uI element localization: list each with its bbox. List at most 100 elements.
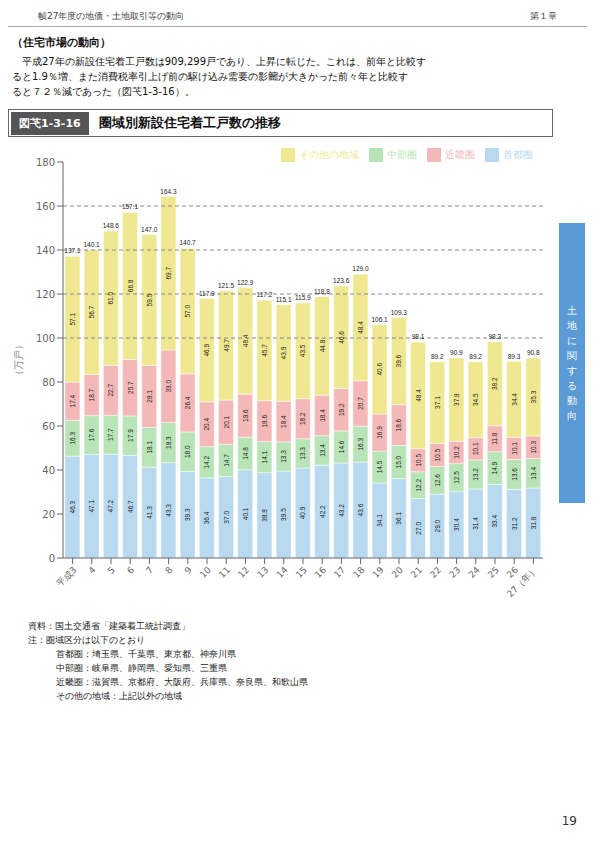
svg-text:66.8: 66.8 (127, 279, 134, 292)
svg-text:115.9: 115.9 (295, 294, 311, 301)
svg-text:40: 40 (42, 465, 55, 476)
svg-text:20: 20 (390, 565, 405, 580)
svg-text:57.0: 57.0 (184, 304, 191, 317)
svg-text:17.6: 17.6 (88, 428, 95, 441)
svg-text:160: 160 (36, 201, 55, 212)
svg-text:22.7: 22.7 (107, 384, 114, 397)
svg-text:31.8: 31.8 (530, 516, 537, 529)
svg-text:27.0: 27.0 (415, 522, 422, 535)
svg-text:31.4: 31.4 (472, 517, 479, 530)
svg-text:46.3: 46.3 (69, 500, 76, 513)
svg-text:28.1: 28.1 (146, 390, 153, 403)
svg-text:16.3: 16.3 (69, 432, 76, 445)
svg-text:平成3: 平成3 (55, 565, 79, 589)
svg-text:12: 12 (236, 565, 251, 580)
svg-text:42.2: 42.2 (319, 505, 326, 518)
svg-text:123.6: 123.6 (333, 277, 350, 284)
svg-text:10: 10 (198, 565, 213, 580)
svg-text:39.6: 39.6 (395, 354, 402, 367)
svg-text:17: 17 (332, 565, 347, 580)
svg-text:43.9: 43.9 (280, 346, 287, 359)
svg-text:56.7: 56.7 (88, 305, 95, 318)
svg-text:18.3: 18.3 (165, 436, 172, 449)
svg-text:14.1: 14.1 (261, 450, 268, 463)
svg-text:38.8: 38.8 (261, 509, 268, 522)
svg-text:109.3: 109.3 (391, 309, 408, 316)
svg-text:40.6: 40.6 (376, 363, 383, 376)
svg-text:14.5: 14.5 (376, 460, 383, 473)
svg-text:10.1: 10.1 (511, 442, 518, 455)
svg-text:39.5: 39.5 (280, 508, 287, 521)
svg-text:140: 140 (36, 245, 55, 256)
svg-text:0: 0 (49, 553, 55, 564)
svg-text:16.9: 16.9 (376, 426, 383, 439)
svg-text:48.4: 48.4 (357, 321, 364, 334)
svg-text:90.8: 90.8 (527, 349, 540, 356)
svg-text:89.3: 89.3 (508, 353, 521, 360)
svg-text:34.1: 34.1 (376, 514, 383, 527)
svg-text:4: 4 (87, 565, 98, 576)
svg-text:（万戸）: （万戸） (13, 340, 24, 380)
svg-text:13.2: 13.2 (472, 468, 479, 481)
svg-text:98.3: 98.3 (488, 333, 501, 340)
svg-text:43.5: 43.5 (299, 344, 306, 357)
svg-text:36.1: 36.1 (395, 512, 402, 525)
svg-text:98.1: 98.1 (412, 333, 425, 340)
svg-text:10.3: 10.3 (530, 441, 537, 454)
svg-text:25.7: 25.7 (127, 381, 134, 394)
svg-text:61.0: 61.0 (107, 291, 114, 304)
svg-text:122.9: 122.9 (237, 279, 254, 286)
svg-text:14.6: 14.6 (338, 440, 345, 453)
svg-text:27（年）: 27（年） (505, 565, 539, 599)
svg-text:46.6: 46.6 (338, 331, 345, 344)
svg-text:10.5: 10.5 (434, 448, 441, 461)
svg-text:40.1: 40.1 (242, 507, 249, 520)
svg-text:18.0: 18.0 (184, 445, 191, 458)
svg-text:20.1: 20.1 (223, 415, 230, 428)
svg-text:13.6: 13.6 (511, 468, 518, 481)
svg-text:100: 100 (36, 333, 55, 344)
svg-text:18.2: 18.2 (299, 412, 306, 425)
svg-text:18: 18 (351, 565, 366, 580)
svg-text:18.7: 18.7 (88, 388, 95, 401)
svg-text:35.3: 35.3 (530, 390, 537, 403)
svg-text:31.2: 31.2 (511, 517, 518, 530)
svg-text:148.6: 148.6 (103, 222, 120, 229)
svg-text:13: 13 (255, 565, 270, 580)
svg-text:37.0: 37.0 (223, 511, 230, 524)
svg-text:129.0: 129.0 (352, 265, 369, 272)
svg-text:21: 21 (409, 565, 424, 580)
svg-text:90.9: 90.9 (450, 349, 463, 356)
svg-text:18.6: 18.6 (395, 418, 402, 431)
svg-text:24: 24 (467, 565, 482, 580)
svg-text:48.4: 48.4 (415, 389, 422, 402)
svg-text:13.3: 13.3 (280, 450, 287, 463)
svg-text:18.6: 18.6 (261, 414, 268, 427)
svg-text:16: 16 (313, 565, 328, 580)
svg-text:33.0: 33.0 (165, 379, 172, 392)
svg-text:10.1: 10.1 (472, 442, 479, 455)
svg-text:80: 80 (42, 377, 55, 388)
svg-text:29.0: 29.0 (434, 519, 441, 532)
svg-text:121.5: 121.5 (218, 282, 235, 289)
svg-text:69.7: 69.7 (165, 267, 172, 280)
svg-text:6: 6 (125, 565, 136, 576)
svg-text:5: 5 (106, 565, 117, 576)
svg-text:19.2: 19.2 (338, 403, 345, 416)
svg-text:16.3: 16.3 (357, 437, 364, 450)
svg-text:34.5: 34.5 (472, 393, 479, 406)
svg-text:46.9: 46.9 (203, 344, 210, 357)
svg-text:48.4: 48.4 (242, 334, 249, 347)
svg-text:14.8: 14.8 (242, 447, 249, 460)
svg-text:115.1: 115.1 (276, 296, 292, 303)
svg-text:60: 60 (42, 421, 55, 432)
svg-text:39.3: 39.3 (184, 508, 191, 521)
svg-text:47.2: 47.2 (107, 499, 114, 512)
svg-text:147.0: 147.0 (141, 226, 158, 233)
svg-text:10.5: 10.5 (415, 454, 422, 467)
svg-text:140.7: 140.7 (179, 239, 196, 246)
svg-text:137.1: 137.1 (64, 247, 81, 254)
svg-text:164.3: 164.3 (160, 188, 177, 195)
svg-text:180: 180 (36, 157, 55, 168)
svg-text:157.1: 157.1 (122, 203, 139, 210)
